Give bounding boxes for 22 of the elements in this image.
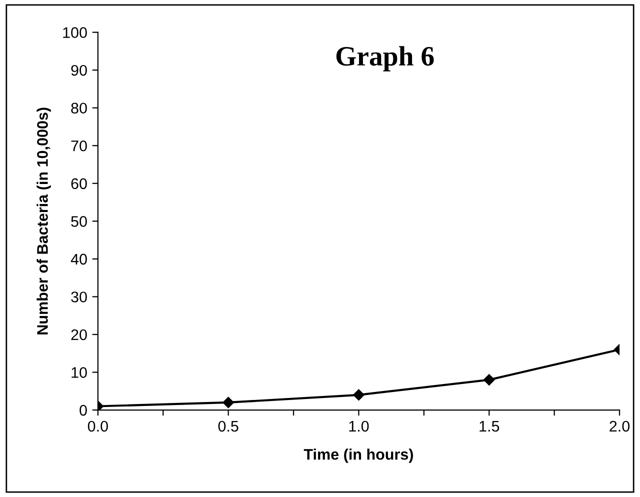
x-tick-label: 1.5	[480, 421, 500, 432]
y-tick-label: 0	[80, 404, 87, 416]
y-tick-label: 40	[70, 254, 87, 265]
x-tick-label: 2.0	[610, 420, 630, 432]
y-axis-title: Number of Bacteria (in 10,000s)	[36, 108, 51, 334]
point	[222, 396, 234, 408]
point	[484, 374, 495, 386]
y-tick-label: 70	[71, 140, 87, 152]
y-tick-label: 10	[72, 367, 87, 378]
y-tick-label: 80	[71, 102, 87, 114]
point	[353, 389, 364, 401]
x-tick-label: 0.0	[88, 420, 108, 432]
y-tick-label: 60	[71, 178, 87, 190]
x-axis-title: Time (in hours)	[304, 448, 413, 463]
y-tick-label: 100	[63, 27, 87, 38]
y-tick-label: 30	[71, 292, 87, 302]
x-tick-label: 0.5	[218, 420, 238, 432]
y-tick-label: 50	[71, 216, 87, 227]
y-tick-label: 90	[71, 64, 87, 76]
chart-title: Graph 6	[336, 46, 434, 72]
x-tick-label: 1.0	[349, 420, 369, 432]
y-tick-label: 20	[71, 329, 87, 340]
